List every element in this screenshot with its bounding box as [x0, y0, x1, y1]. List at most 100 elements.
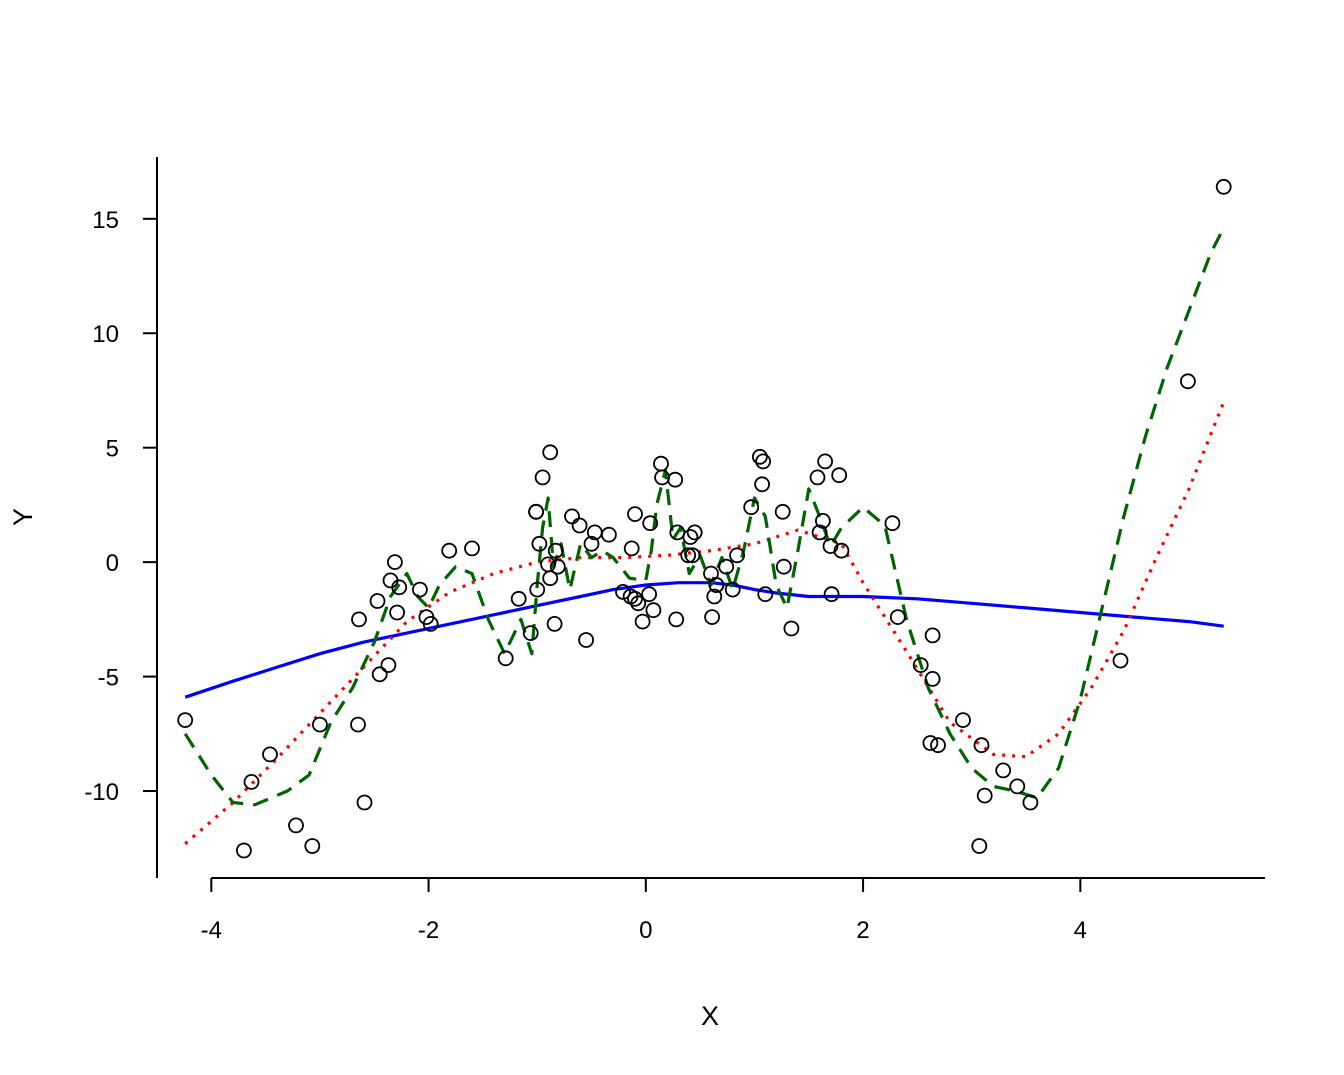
- data-point: [724, 581, 741, 598]
- y-axis-label: Y: [8, 508, 38, 526]
- data-point: [288, 817, 304, 834]
- x-tick-label: 0: [639, 917, 652, 944]
- dotted-fit-line: [184, 401, 1226, 845]
- data-point: [889, 609, 906, 625]
- data-point: [422, 616, 439, 632]
- data-point: [833, 542, 850, 559]
- data-point: [831, 467, 848, 484]
- data-point: [641, 586, 657, 603]
- data-point: [441, 542, 458, 559]
- data-point: [1180, 373, 1196, 390]
- data-point: [529, 581, 546, 598]
- data-point: [311, 716, 328, 733]
- data-point: [922, 735, 939, 751]
- data-point: [371, 666, 388, 683]
- data-point: [811, 524, 828, 541]
- data-point: [729, 547, 745, 564]
- data-point: [642, 515, 659, 532]
- data-point: [531, 535, 548, 552]
- data-point: [754, 476, 770, 493]
- dashed-fit-line: [183, 227, 1226, 807]
- data-point: [356, 794, 373, 811]
- data-point: [380, 657, 397, 673]
- y-tick-label: -5: [98, 665, 119, 692]
- data-point: [653, 455, 669, 472]
- data-point: [389, 604, 406, 621]
- data-point: [351, 611, 367, 628]
- data-point: [755, 453, 771, 470]
- data-point: [680, 547, 697, 564]
- data-point: [564, 508, 580, 525]
- data-point: [549, 558, 566, 575]
- x-tick-label: 2: [856, 917, 869, 944]
- data-point: [1112, 652, 1129, 669]
- data-point: [924, 627, 941, 644]
- data-point: [386, 554, 403, 570]
- data-point: [350, 716, 366, 733]
- data-point: [718, 558, 735, 575]
- data-point: [578, 632, 594, 648]
- data-point: [930, 737, 946, 754]
- data-point: [623, 540, 640, 557]
- data-point: [1009, 778, 1026, 795]
- data-point: [262, 746, 278, 763]
- data-point: [684, 547, 701, 564]
- data-point: [542, 570, 559, 587]
- data-point: [235, 842, 252, 859]
- data-point: [627, 590, 643, 607]
- y-tick-label: -10: [84, 779, 119, 806]
- data-point: [783, 620, 800, 637]
- axes: -4 -2 0 2 4 -10 -5 0 5 10 15: [84, 157, 1265, 944]
- data-point: [534, 469, 551, 486]
- data-point: [817, 453, 833, 470]
- data-point: [884, 515, 901, 532]
- data-point: [177, 712, 194, 728]
- data-point: [682, 529, 699, 545]
- data-point: [973, 737, 990, 754]
- data-point: [369, 593, 386, 609]
- data-point: [522, 625, 539, 641]
- data-point: [668, 611, 685, 628]
- data-point: [645, 602, 662, 619]
- data-point: [815, 513, 831, 529]
- data-point: [571, 517, 588, 534]
- data-point: [542, 444, 559, 461]
- data-point: [510, 590, 527, 607]
- data-point: [630, 595, 647, 612]
- data-point: [955, 712, 971, 728]
- fit-lines: [183, 227, 1226, 845]
- data-point: [546, 616, 563, 632]
- x-tick-label: -4: [201, 917, 222, 944]
- y-tick-label: 15: [92, 207, 119, 234]
- data-point: [391, 579, 408, 596]
- data-point: [243, 774, 260, 790]
- y-tick-label: 10: [92, 321, 119, 348]
- data-point: [615, 584, 631, 600]
- data-point: [976, 787, 993, 804]
- data-point: [757, 586, 774, 603]
- data-point: [601, 526, 617, 543]
- data-points: [177, 178, 1232, 859]
- data-point: [743, 499, 760, 516]
- data-point: [547, 542, 564, 559]
- y-tick-label: 0: [106, 550, 119, 577]
- x-axis-label: X: [701, 1001, 719, 1031]
- data-point: [774, 503, 791, 520]
- data-point: [464, 540, 480, 557]
- solid-fit-line: [184, 581, 1224, 699]
- data-point: [809, 469, 826, 486]
- data-point: [971, 838, 988, 854]
- data-point: [304, 838, 321, 854]
- data-point: [752, 448, 768, 465]
- y-tick-label: 5: [106, 436, 119, 463]
- data-point: [912, 657, 929, 673]
- data-point: [583, 535, 600, 552]
- data-point: [1215, 178, 1232, 195]
- data-point: [627, 506, 643, 522]
- data-point: [634, 613, 651, 630]
- data-point: [995, 762, 1012, 779]
- data-point: [823, 586, 840, 603]
- data-point: [1022, 794, 1039, 811]
- data-point: [822, 538, 839, 554]
